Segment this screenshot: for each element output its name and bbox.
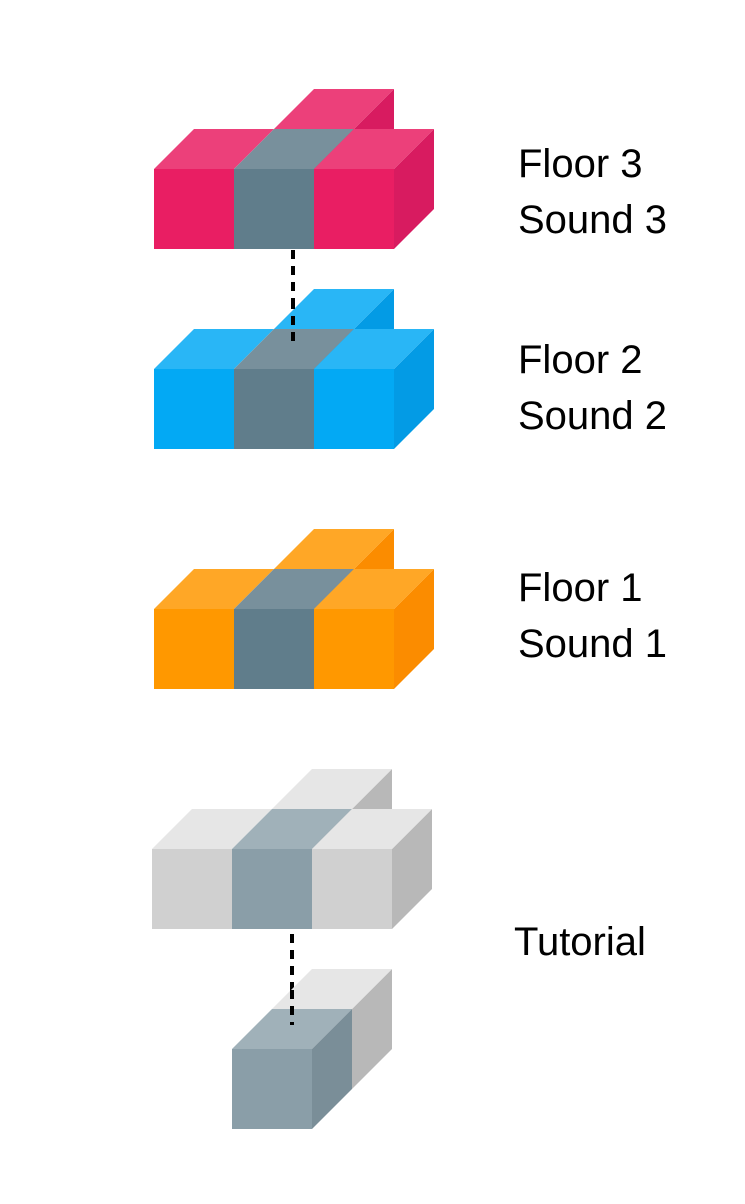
- tutorial-blocks: [152, 769, 432, 929]
- floor-1-blocks-center-cube-front: [234, 609, 314, 689]
- tutorial-blocks-right-cube-front: [312, 849, 392, 929]
- floor-1-blocks-right-cube: [314, 569, 434, 689]
- floor-3-blocks-center-cube-front: [234, 169, 314, 249]
- floor-3-blocks-left-cube-front: [154, 169, 234, 249]
- floor-3-label: Floor 3 Sound 3: [518, 136, 667, 248]
- tutorial-blocks-right-cube-top: [312, 809, 432, 849]
- floor-1-blocks: [154, 529, 434, 689]
- floor-2-blocks-back-cube-top: [274, 289, 394, 329]
- tutorial-title: Tutorial: [514, 920, 646, 964]
- floor-3-blocks-right-cube-front: [314, 169, 394, 249]
- tutorial-label: Tutorial: [514, 914, 646, 970]
- tutorial-blocks-center-cube-front: [232, 849, 312, 929]
- floor-3-sound: Sound 3: [518, 198, 668, 242]
- floor-2-blocks-left-cube-front: [154, 369, 234, 449]
- floor-1-label: Floor 1 Sound 1: [518, 560, 667, 672]
- floor-1-blocks-back-cube-top: [274, 529, 394, 569]
- floor-3-blocks-right-cube-top: [314, 129, 434, 169]
- floor-1-blocks-right-cube-front: [314, 609, 394, 689]
- tutorial-lower-front-cube: [232, 1009, 352, 1129]
- floor-3-blocks-back-cube-top: [274, 89, 394, 129]
- floor-1-title: Floor 1: [518, 566, 643, 610]
- floor-2-label: Floor 2 Sound 2: [518, 332, 667, 444]
- tutorial-lower-front-cube-top: [232, 1009, 352, 1049]
- tutorial-blocks-left-cube-front: [152, 849, 232, 929]
- floor-1-blocks-right-cube-top: [314, 569, 434, 609]
- floor-3-blocks-right-cube: [314, 129, 434, 249]
- floor-2-blocks: [154, 289, 434, 449]
- tutorial-lower-blocks: [232, 969, 392, 1129]
- floor-3-title: Floor 3: [518, 142, 643, 186]
- floor-2-sound: Sound 2: [518, 394, 668, 438]
- tutorial-blocks-back-cube-top: [272, 769, 392, 809]
- tutorial-lower-back-cube-top: [272, 969, 392, 1009]
- floor-2-blocks-right-cube: [314, 329, 434, 449]
- tutorial-lower-front-cube-front: [232, 1049, 312, 1129]
- floor-2-blocks-right-cube-front: [314, 369, 394, 449]
- floor-1-sound: Sound 1: [518, 622, 668, 666]
- floor-1-blocks-left-cube-front: [154, 609, 234, 689]
- floor-2-title: Floor 2: [518, 338, 643, 382]
- floor-2-blocks-right-cube-top: [314, 329, 434, 369]
- floor-2-blocks-center-cube-front: [234, 369, 314, 449]
- floor-3-blocks: [154, 89, 434, 249]
- floor-1-blocks-center-cube: [234, 569, 354, 689]
- tutorial-blocks-right-cube: [312, 809, 432, 929]
